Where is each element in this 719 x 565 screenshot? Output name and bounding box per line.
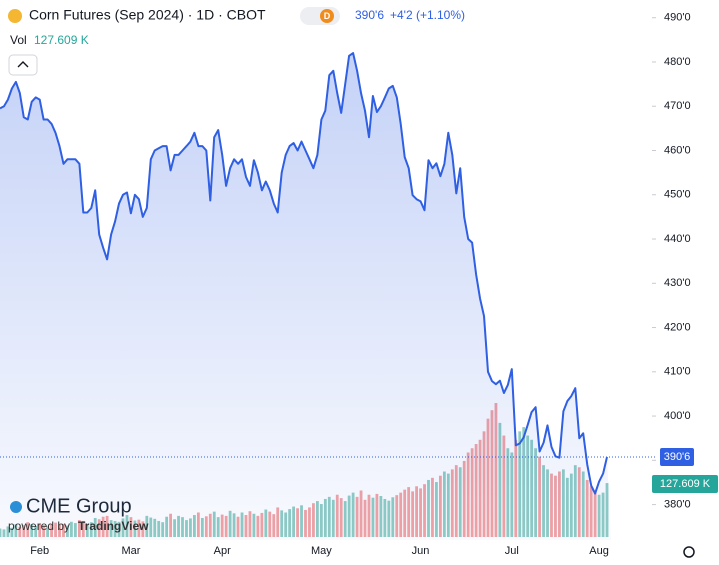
- brand: CME Group: [26, 495, 132, 517]
- x-tick-label: Feb: [30, 545, 49, 557]
- volume-tag: [652, 475, 718, 494]
- y-tick-label: 380'0: [664, 498, 691, 510]
- y-tick-label: 470'0: [664, 100, 691, 112]
- volume-tag-label: 127.609 K: [660, 478, 711, 490]
- price-tag-label: 390'6: [664, 451, 691, 463]
- price-tag: [660, 448, 694, 467]
- chart-title: Corn Futures (Sep 2024) · 1D · CBOT: [29, 7, 266, 23]
- cme-logo: [10, 501, 22, 513]
- y-tick-label: 480'0: [664, 56, 691, 68]
- vol-label: Vol: [10, 33, 27, 47]
- y-tick-label: 490'0: [664, 12, 691, 24]
- y-tick-label: 400'0: [664, 410, 691, 422]
- interval-badge: D: [324, 11, 331, 21]
- x-tick-label: May: [311, 545, 332, 557]
- y-tick-label: 440'0: [664, 233, 691, 245]
- y-tick-label: 420'0: [664, 321, 691, 333]
- x-tick-label: Apr: [214, 545, 231, 557]
- x-tick-label: Jul: [505, 545, 519, 557]
- badge-dot: [320, 9, 334, 23]
- y-tick-label: 460'0: [664, 144, 691, 156]
- price-area: [0, 53, 611, 540]
- y-tick-label: 430'0: [664, 277, 691, 289]
- x-tick-label: Jun: [412, 545, 430, 557]
- platform: TradingView: [78, 519, 149, 533]
- settings-icon[interactable]: [683, 546, 695, 558]
- powered-by: powered by: [8, 519, 70, 533]
- x-tick-label: Aug: [589, 545, 609, 557]
- collapse-button[interactable]: [8, 54, 38, 76]
- y-tick-label: 450'0: [664, 189, 691, 201]
- x-tick-label: Mar: [121, 545, 140, 557]
- price-change: +4'2 (+1.10%): [390, 8, 465, 22]
- collapse-icon: [17, 61, 29, 68]
- y-tick-label: 410'0: [664, 366, 691, 378]
- symbol-icon: [8, 9, 22, 23]
- price-line: [0, 52, 608, 495]
- vol-value: 127.609 K: [34, 33, 89, 47]
- last-price: 390'6: [355, 8, 384, 22]
